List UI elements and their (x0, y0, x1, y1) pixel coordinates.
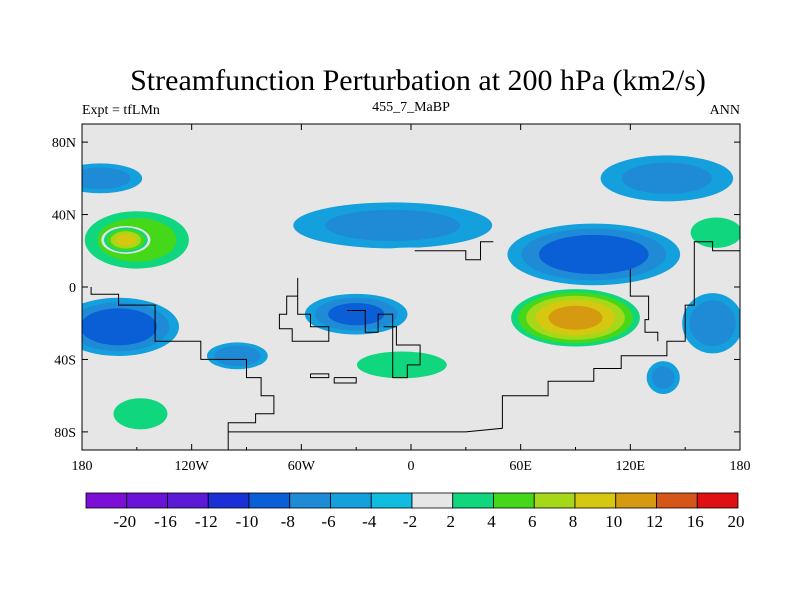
coastline-segment (414, 241, 494, 261)
y-tick-label: 0 (69, 281, 76, 296)
colorbar-swatch (289, 492, 331, 509)
colorbar-swatch (696, 492, 739, 509)
contour-region (621, 162, 712, 194)
colorbar-label: 6 (528, 512, 537, 531)
colorbar-label: -8 (281, 512, 295, 531)
colorbar-label: -20 (113, 512, 136, 531)
contour-region (82, 167, 131, 190)
y-tick-label: 40N (52, 209, 76, 224)
experiment-label: Expt = tfLMn (82, 103, 160, 118)
contour-region (538, 234, 649, 274)
contour-region (115, 234, 137, 246)
colorbar-label: 20 (728, 512, 745, 531)
colorbar-swatch (248, 492, 291, 509)
x-tick-label: 120W (175, 459, 210, 474)
colorbar-label: -6 (321, 512, 335, 531)
colorbar-swatch (370, 492, 413, 509)
contour-region (113, 398, 168, 430)
contour-region (446, 165, 577, 192)
case-label: 455_7_MaBP (372, 100, 450, 115)
contour-region (353, 247, 469, 284)
contour-region (325, 209, 461, 242)
x-tick-label: 60W (288, 459, 316, 474)
colorbar-swatch (85, 492, 128, 509)
colorbar-swatch (207, 492, 250, 509)
contour-region (689, 300, 736, 347)
colorbar-label: -12 (195, 512, 218, 531)
colorbar-swatch (615, 492, 657, 509)
x-tick-label: 180 (730, 459, 751, 474)
x-tick-label: 120E (616, 459, 646, 474)
x-axis: 180 120W 60W 0 60E 120E 180 (72, 124, 751, 474)
colorbar-label: 8 (569, 512, 578, 531)
y-tick-label: 80N (52, 136, 76, 151)
colorbar-label: 10 (605, 512, 622, 531)
y-tick-label: 80S (54, 426, 76, 441)
coastline-segment (333, 377, 357, 384)
colorbar-label: 12 (646, 512, 663, 531)
colorbar-label: 16 (687, 512, 704, 531)
colorbar-swatch (330, 492, 372, 509)
contour-region (548, 305, 603, 330)
colorbar-swatch (452, 492, 494, 509)
contour-region (690, 217, 740, 248)
colorbar-swatch (493, 492, 535, 509)
chart-title: Streamfunction Perturbation at 200 hPa (… (130, 64, 706, 97)
colorbar-swatch (574, 492, 617, 509)
contour-region (82, 308, 157, 346)
colorbar-swatch (126, 492, 168, 509)
colorbar-swatch (533, 492, 576, 509)
x-tick-label: 0 (408, 459, 415, 474)
y-axis: 80N 40N 0 40S 80S (52, 136, 740, 441)
coastline-segment (90, 287, 275, 450)
coastline-segment (310, 373, 330, 379)
colorbar-label: -16 (154, 512, 177, 531)
colorbar-label: -4 (362, 512, 377, 531)
colorbar-label: 2 (447, 512, 456, 531)
coastlines (90, 241, 740, 450)
y-tick-label: 40S (54, 353, 76, 368)
x-tick-label: 60E (509, 459, 532, 474)
coastline-segment (347, 310, 421, 379)
contour-region (356, 351, 447, 379)
coastline-segment (629, 268, 659, 342)
season-label: ANN (710, 103, 740, 118)
colorbar-swatch (656, 492, 698, 509)
colorbar-label: -2 (403, 512, 417, 531)
colorbar-label: 4 (487, 512, 496, 531)
colorbar-swatch (411, 492, 454, 509)
colorbar-label: -10 (236, 512, 259, 531)
colorbar-swatch (167, 492, 209, 509)
contour-region (328, 303, 385, 326)
contour-region (651, 366, 675, 389)
contour-fills (82, 155, 740, 437)
coastline-segment (278, 277, 330, 342)
colorbar: -20 -16 -12 -10 -8 -6 -4 -2 2 4 6 8 10 12 16 20 (85, 492, 745, 531)
coastline-segment (228, 241, 740, 433)
contour-region (214, 345, 261, 366)
map-panel (81, 123, 741, 451)
x-tick-label: 180 (72, 459, 93, 474)
